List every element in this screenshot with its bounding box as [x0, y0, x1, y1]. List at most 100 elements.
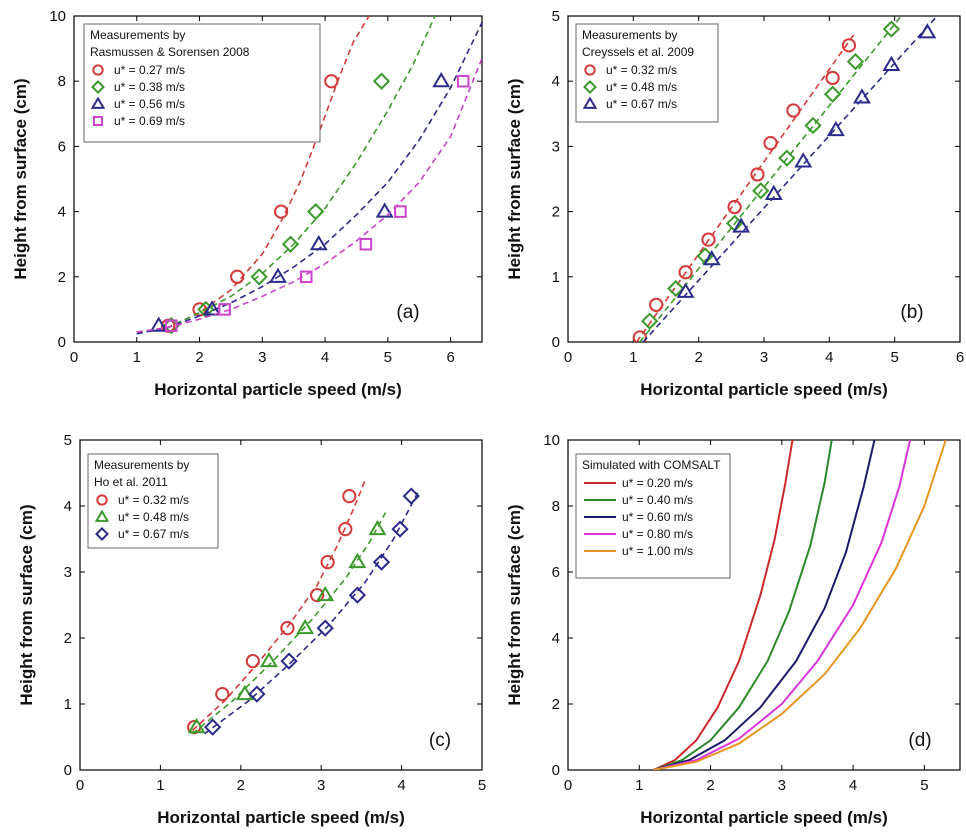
x-tick-label: 1: [635, 777, 643, 794]
legend-marker: [91, 80, 105, 94]
data-point: [918, 23, 937, 39]
fit-curve: [136, 22, 482, 335]
data-point: [149, 316, 168, 332]
y-tick-label: 0: [58, 334, 66, 351]
x-tick-label: 4: [321, 349, 329, 366]
data-point: [727, 199, 742, 215]
y-tick-label: 1: [552, 269, 560, 286]
data-point: [701, 232, 716, 247]
series-line: [653, 440, 794, 770]
data-point: [649, 297, 664, 312]
data-point: [187, 717, 206, 734]
y-axis-label: Height from surface (cm): [505, 504, 524, 705]
data-point: [309, 235, 328, 251]
legend-entry: u* = 0.56 m/s: [114, 97, 185, 111]
legend-entry: u* = 0.69 m/s: [114, 114, 185, 128]
fit-curve: [136, 16, 436, 334]
data-point: [230, 269, 245, 284]
y-tick-label: 2: [552, 696, 560, 713]
data-point: [752, 182, 770, 200]
data-point: [375, 202, 394, 218]
y-tick-label: 3: [552, 138, 560, 155]
y-tick-label: 0: [552, 762, 560, 779]
legend-entry: u* = 0.60 m/s: [622, 510, 693, 524]
x-tick-label: 0: [564, 777, 572, 794]
data-point: [764, 184, 783, 201]
x-tick-label: 4: [849, 777, 857, 794]
data-point: [763, 136, 778, 151]
y-tick-label: 2: [58, 269, 66, 286]
data-point: [203, 300, 222, 316]
x-tick-label: 6: [446, 349, 454, 366]
data-point: [204, 718, 222, 736]
y-axis-label: Height from surface (cm): [17, 504, 36, 705]
legend: Measurements by Ho et al. 2011 u* = 0.32 m…: [87, 453, 219, 549]
series-line: [653, 440, 947, 770]
data-point: [678, 265, 693, 280]
legend-entry: u* = 1.00 m/s: [622, 544, 693, 558]
legend-title: Rasmussen & Sorensen 2008: [90, 45, 250, 59]
data-point: [316, 619, 334, 637]
legend-entry: u* = 0.32 m/s: [118, 493, 189, 507]
legend-title: Measurements by: [94, 458, 189, 472]
data-point: [274, 204, 289, 219]
data-point: [368, 519, 387, 536]
x-tick-label: 0: [70, 349, 78, 366]
y-tick-label: 6: [58, 138, 66, 155]
data-point: [676, 282, 695, 298]
data-point: [794, 152, 813, 168]
legend-entry: u* = 0.80 m/s: [622, 527, 693, 541]
plot-area: [653, 440, 947, 770]
x-axis-label: Horizontal particle speed (m/s): [640, 380, 888, 399]
panel-c: 0 1 2 3 4 5 0 1 2 3 4 5 Horizontal particle speed (m…: [17, 432, 486, 827]
data-point: [853, 88, 871, 104]
y-tick-label: 5: [552, 8, 560, 25]
data-point: [215, 686, 230, 702]
fit-curve: [635, 31, 857, 342]
y-tick-label: 8: [58, 73, 66, 90]
data-point: [299, 270, 313, 284]
y-tick-label: 0: [64, 762, 72, 779]
data-point: [804, 116, 822, 135]
y-tick-label: 2: [552, 204, 560, 221]
legend-entry: u* = 0.67 m/s: [118, 527, 189, 541]
x-tick-label: 5: [920, 777, 928, 794]
x-axis-label: Horizontal particle speed (m/s): [157, 808, 405, 827]
data-point: [307, 202, 325, 221]
legend-entry: u* = 0.38 m/s: [114, 80, 185, 94]
y-tick-label: 5: [64, 432, 72, 449]
x-tick-label: 3: [258, 349, 266, 366]
plot-frame: [73, 15, 483, 343]
legend: Measurements by Creyssels et al. 2009 u* =…: [575, 23, 719, 123]
y-tick-label: 4: [552, 73, 560, 90]
plot-frame: [79, 439, 483, 771]
x-tick-label: 3: [317, 777, 325, 794]
y-tick-label: 8: [552, 498, 560, 515]
data-point: [846, 53, 865, 71]
y-tick-label: 2: [64, 630, 72, 647]
data-point: [235, 684, 254, 701]
data-point: [281, 235, 300, 253]
y-tick-label: 4: [552, 630, 560, 647]
data-point: [165, 319, 178, 332]
legend-box: [575, 23, 719, 123]
series-line: [653, 440, 912, 770]
data-point: [456, 74, 470, 88]
data-point: [394, 205, 407, 218]
x-tick-label: 0: [564, 349, 572, 366]
data-point: [632, 330, 647, 342]
x-tick-label: 2: [706, 777, 714, 794]
x-tick-label: 1: [156, 777, 164, 794]
legend-marker: [95, 527, 109, 541]
legend-entry: u* = 0.48 m/s: [606, 80, 677, 94]
x-axis-label: Horizontal particle speed (m/s): [640, 808, 888, 827]
data-point: [750, 167, 765, 182]
legend-marker: [96, 494, 108, 506]
data-point: [245, 653, 260, 669]
data-point: [359, 237, 373, 251]
legend: Measurements by Rasmussen & Sorensen 2008…: [83, 23, 321, 143]
x-tick-label: 0: [76, 777, 84, 794]
data-point: [296, 618, 315, 635]
data-point: [402, 487, 420, 505]
x-tick-label: 3: [760, 349, 768, 366]
